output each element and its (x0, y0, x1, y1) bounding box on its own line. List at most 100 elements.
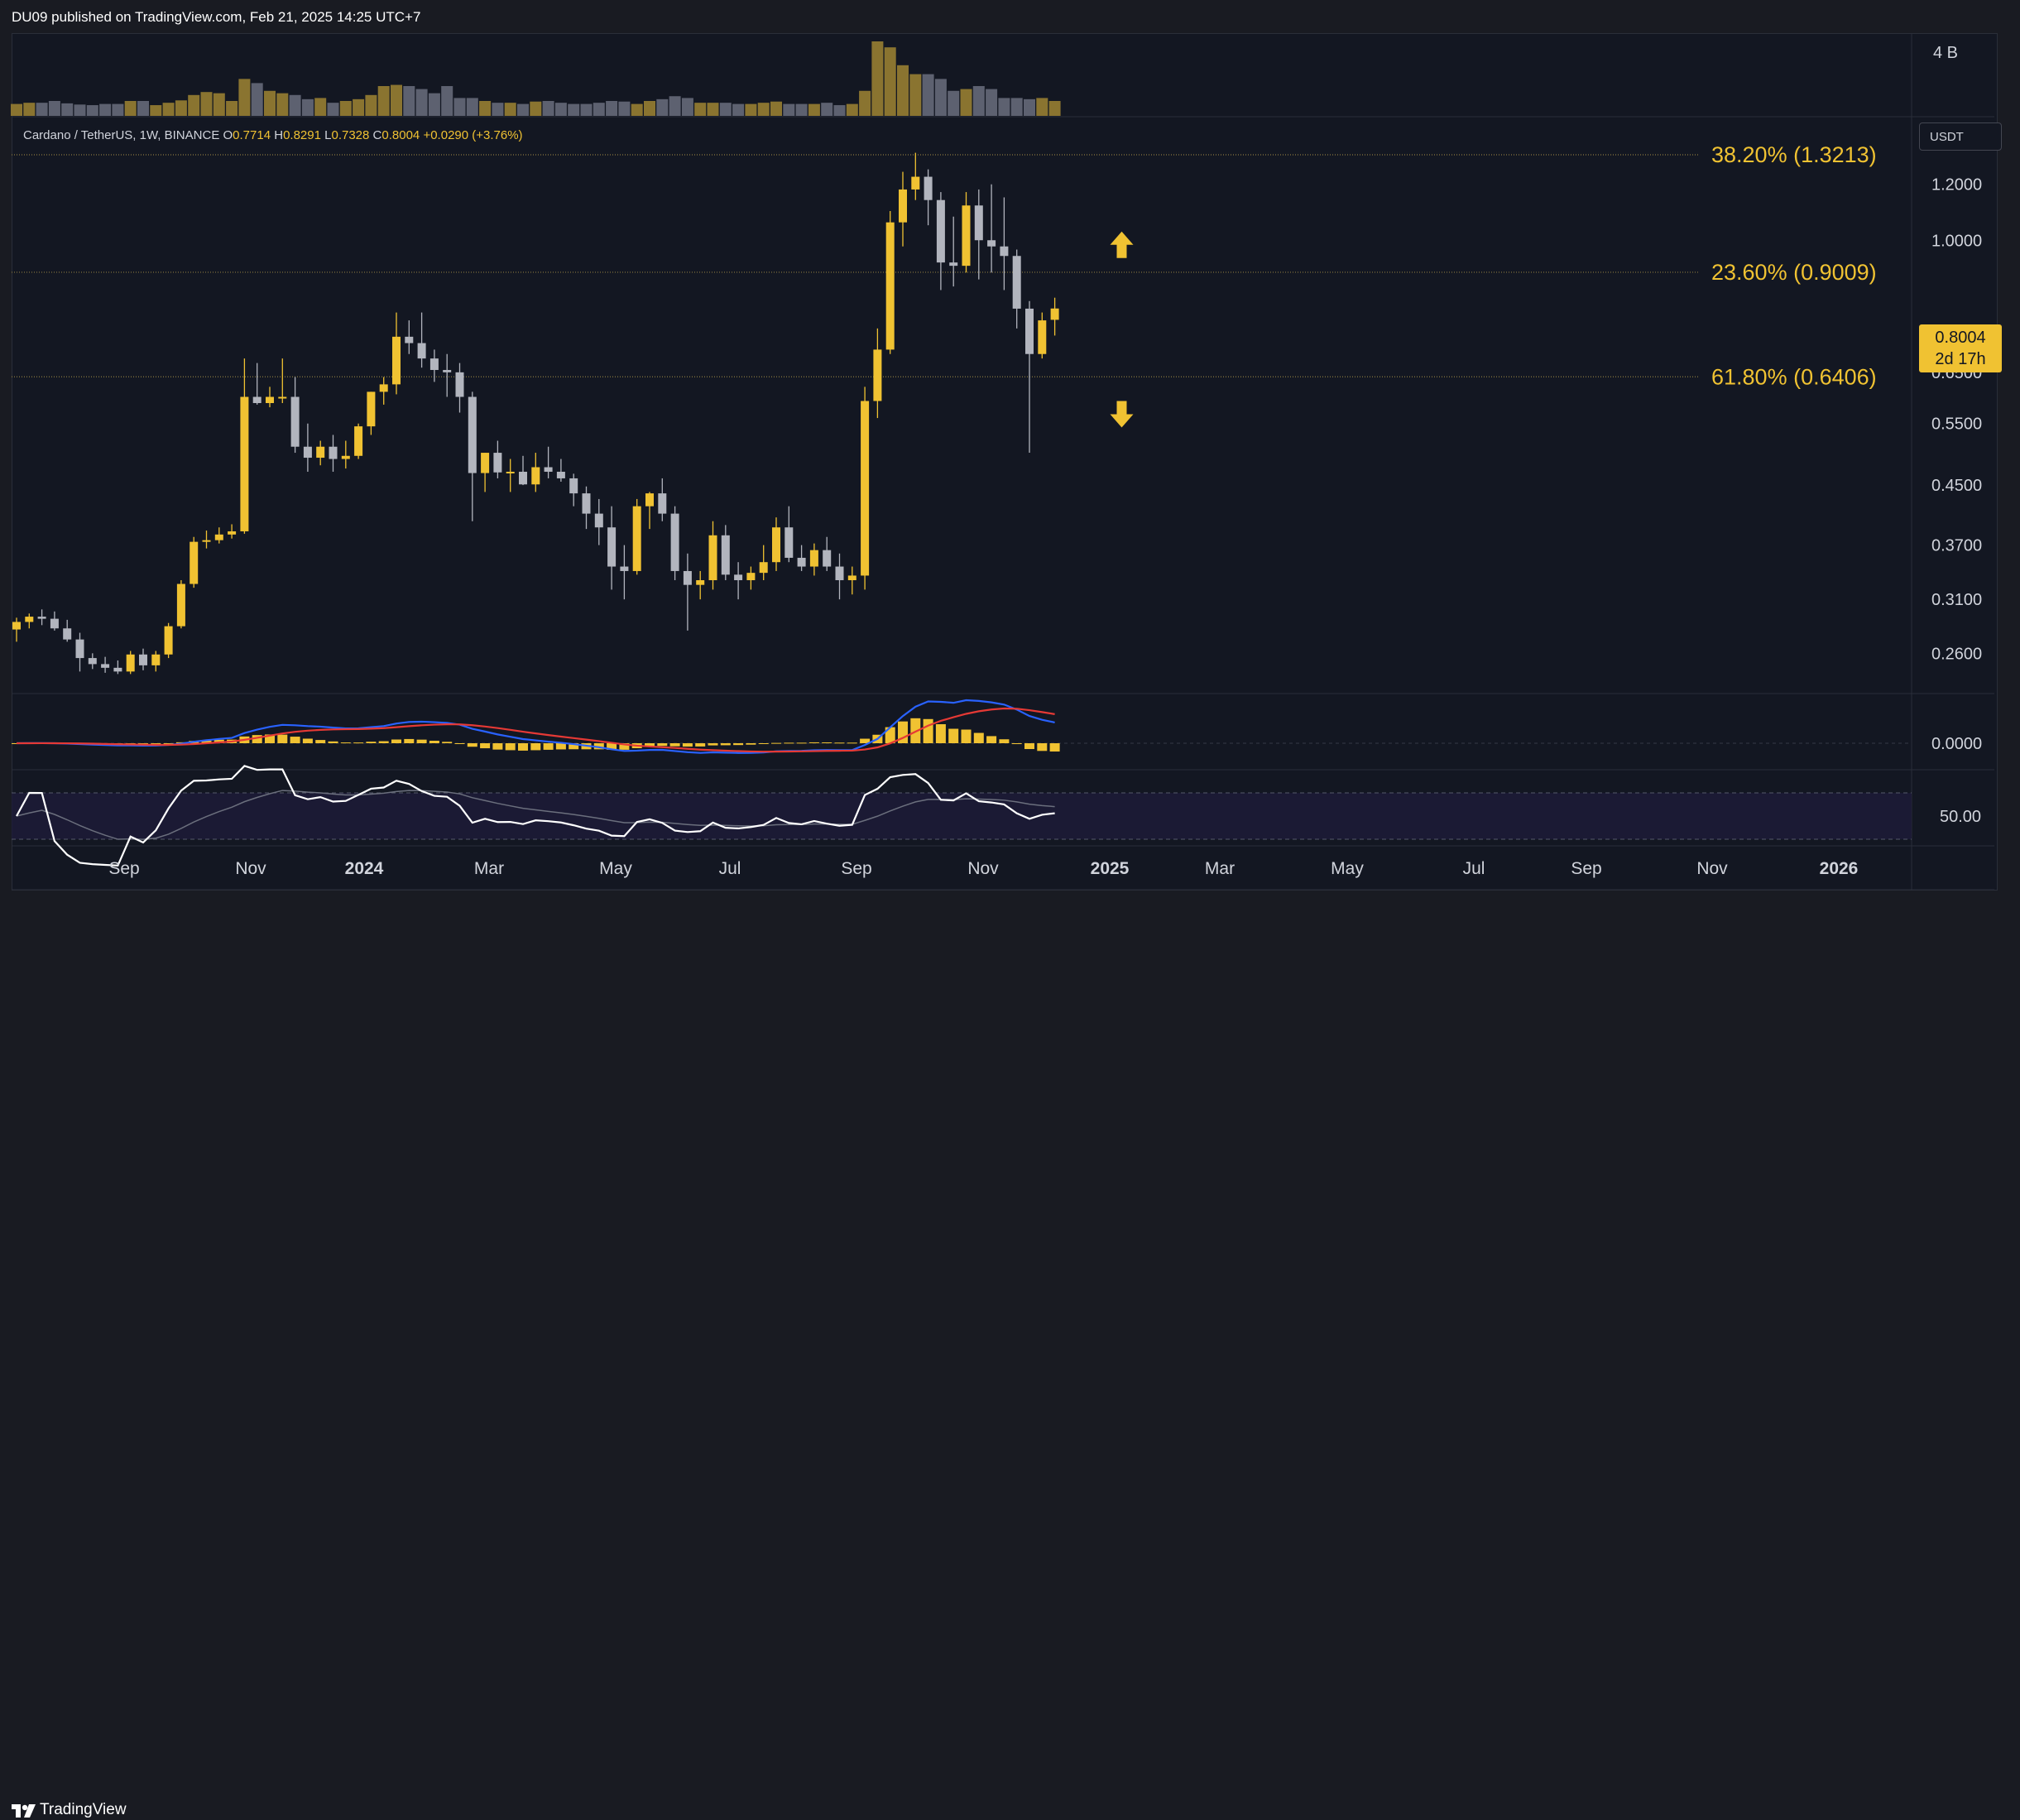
candle-body (683, 570, 692, 585)
volume-bar (492, 103, 504, 116)
macd-histogram-bar (366, 742, 377, 743)
macd-histogram-bar (923, 718, 933, 743)
chart-panel[interactable] (12, 33, 1998, 891)
candle-body (405, 336, 414, 343)
macd-histogram-bar (543, 743, 554, 750)
volume-bar (884, 47, 896, 117)
volume-axis-label: 4 B (1933, 44, 1958, 62)
candle-body (670, 513, 679, 571)
candle-body (708, 535, 717, 581)
volume-bar (112, 103, 124, 116)
volume-bar (681, 98, 693, 116)
volume-bar (745, 103, 757, 116)
volume-bar (909, 74, 922, 116)
candle-body (594, 513, 603, 528)
volume-bar (200, 92, 213, 116)
volume-bar (821, 103, 833, 116)
open-value: 0.7714 (233, 128, 271, 142)
candle-body (190, 541, 199, 584)
macd-histogram-bar (669, 743, 680, 747)
brand-label[interactable]: TradingView (40, 1801, 127, 1818)
time-axis-label: 2026 (1820, 859, 1859, 878)
macd-histogram-bar (999, 739, 1010, 743)
macd-histogram-bar (657, 743, 668, 747)
volume-bar (11, 103, 22, 116)
volume-bar (669, 96, 681, 116)
macd-histogram-bar (860, 738, 871, 743)
volume-bar (61, 103, 74, 116)
time-axis-label: Nov (235, 859, 266, 878)
candle-body (620, 566, 629, 571)
candle-body (379, 384, 388, 392)
volume-bar (365, 94, 377, 116)
volume-bar (403, 86, 415, 116)
volume-bar (188, 94, 200, 116)
candle-body (316, 446, 325, 459)
macd-histogram-bar (340, 742, 351, 744)
volume-bar (226, 101, 238, 116)
candle-body (582, 493, 591, 514)
candle-body (341, 455, 350, 459)
volume-bar (1048, 101, 1061, 116)
macd-histogram-bar (429, 741, 439, 743)
volume-bar (339, 101, 352, 116)
volume-bar (732, 103, 745, 116)
candle-body (12, 622, 21, 630)
candle-body (899, 189, 907, 223)
candle-body (658, 493, 667, 514)
volume-bar (353, 98, 365, 116)
time-axis-label: May (1331, 859, 1364, 878)
candle-body (607, 527, 617, 567)
open-key: O (223, 128, 233, 142)
low-key: L (324, 128, 332, 142)
volume-bar (694, 103, 707, 116)
volume-bar (264, 90, 276, 116)
macd-histogram-bar (720, 743, 731, 746)
macd-signal-line (16, 707, 1055, 753)
macd-histogram-bar (593, 743, 604, 750)
macd-histogram-bar (353, 742, 364, 744)
volume-bar (644, 101, 655, 116)
candle-body (1025, 308, 1034, 354)
macd-histogram-bar (302, 738, 313, 743)
volume-bar (36, 103, 48, 116)
price-axis-label: 0.2600 (1931, 645, 1982, 663)
volume-bar (289, 94, 301, 116)
macd-histogram-bar (607, 743, 617, 750)
price-axis-label: 0.4500 (1931, 477, 1982, 495)
volume-bar (479, 101, 492, 116)
volume-bar (554, 103, 567, 116)
candle-body (772, 527, 780, 563)
volume-bar (568, 103, 580, 116)
volume-bar (428, 93, 440, 116)
volume-bar (770, 101, 782, 116)
volume-bar (542, 101, 554, 116)
macd-histogram-bar (1049, 743, 1060, 752)
volume-bar (846, 103, 858, 116)
last-price: 0.8004 (1935, 329, 1986, 347)
macd-histogram-bar (619, 743, 630, 750)
macd-histogram-bar (746, 743, 756, 745)
macd-histogram-bar (315, 740, 326, 743)
candle-body (493, 453, 502, 473)
volume-bar (517, 103, 529, 116)
arrow-down-icon (1110, 401, 1134, 428)
macd-histogram-bar (442, 742, 453, 743)
macd-histogram-bar (492, 743, 503, 750)
macd-histogram-bar (695, 743, 706, 747)
candle-body (429, 358, 439, 371)
candle-body (278, 396, 287, 399)
volume-bar (960, 89, 972, 116)
fib-level-label: 23.60% (0.9009) (1711, 260, 1877, 285)
volume-bar (162, 103, 175, 116)
macd-histogram-bar (252, 735, 262, 743)
volume-bar (150, 105, 162, 116)
volume-bar (314, 98, 327, 116)
time-axis-label: 2025 (1091, 859, 1130, 878)
candle-body (1038, 320, 1047, 354)
macd-histogram-bar (467, 743, 477, 747)
currency-selector[interactable]: USDT (1919, 122, 2002, 151)
volume-bar (415, 89, 428, 116)
candle-body (176, 583, 185, 627)
tradingview-logo-icon[interactable] (12, 1802, 36, 1820)
